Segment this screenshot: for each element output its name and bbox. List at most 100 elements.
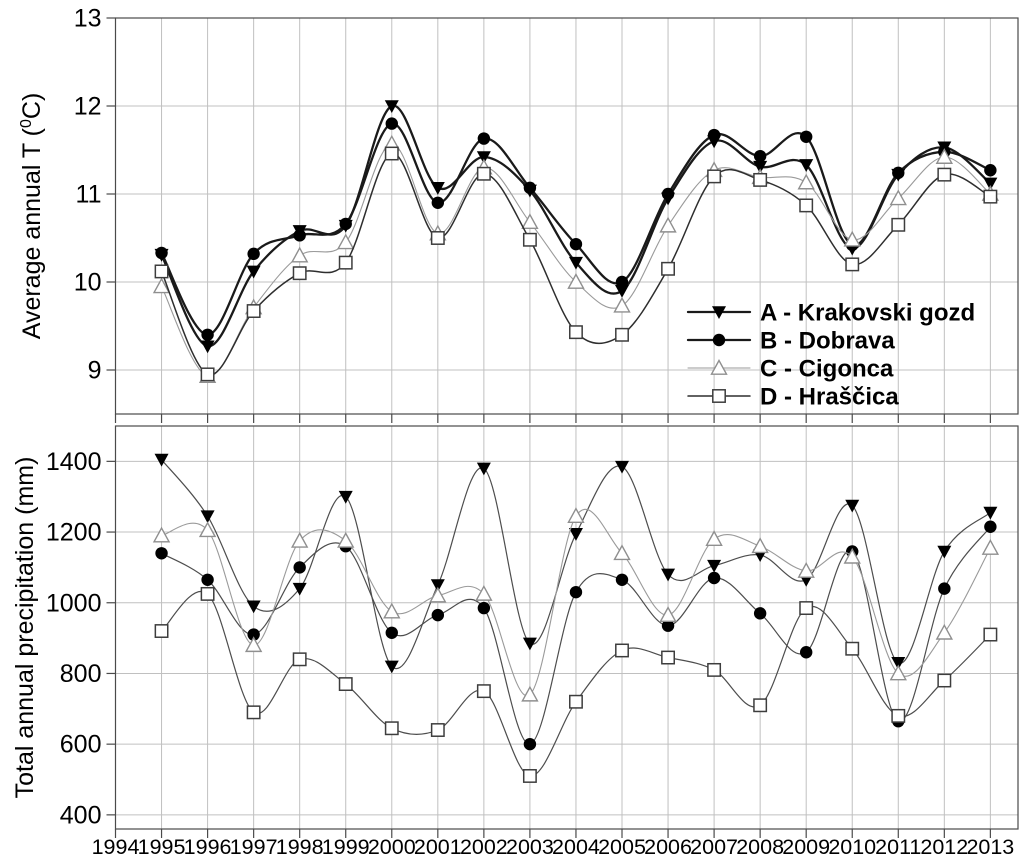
series-d-markers [154, 586, 998, 783]
b-marker [523, 737, 537, 751]
a-marker [983, 506, 998, 520]
a-marker [292, 582, 307, 596]
a-marker [246, 265, 261, 279]
legend-label: A - Krakovski gozd [760, 300, 975, 327]
a-marker [568, 528, 583, 541]
x-tick-label: 2006 [644, 835, 692, 859]
b-marker [753, 149, 767, 163]
legend-marker-a [712, 306, 726, 319]
c-marker [337, 233, 355, 250]
d-marker [937, 673, 952, 688]
b-marker [569, 585, 583, 599]
d-marker [384, 721, 399, 736]
x-tick-label: 2003 [506, 835, 554, 859]
d-marker [661, 650, 676, 665]
d-marker [430, 723, 445, 737]
d-marker [891, 217, 906, 232]
x-tick-label: 1995 [138, 835, 186, 859]
b-marker [523, 181, 537, 195]
a-marker [707, 559, 722, 573]
d-marker [292, 652, 307, 667]
series-a-markers [154, 453, 998, 674]
d-marker [891, 708, 906, 723]
c-marker [152, 277, 171, 294]
c-marker [521, 685, 539, 702]
a-marker [476, 151, 491, 165]
c-marker [567, 507, 585, 524]
x-tick-label: 2002 [460, 835, 508, 859]
d-marker [615, 327, 629, 342]
a-marker [430, 579, 445, 593]
legend-label: D - Hraščica [760, 384, 899, 411]
a-marker [200, 340, 215, 354]
a-marker [983, 177, 998, 191]
d-marker [937, 167, 952, 182]
series-d-precipitation [154, 586, 998, 783]
legend-marker-d [712, 389, 726, 403]
precipitation-frame [114, 425, 1019, 830]
a-marker [568, 256, 583, 270]
b-marker [201, 328, 214, 341]
d-marker [569, 325, 583, 340]
x-tick-label: 2011 [875, 835, 921, 859]
x-tick-label: 2007 [690, 835, 738, 859]
d-marker [154, 264, 169, 279]
a-marker [615, 285, 630, 298]
d-marker [799, 198, 814, 213]
x-tick-label: 1994 [92, 835, 140, 859]
temperature-gridlines [115, 17, 1018, 414]
d-marker [384, 146, 399, 161]
a-marker [615, 460, 630, 474]
x-tick-label: 1999 [322, 835, 370, 859]
a-marker [753, 160, 768, 174]
temperature-y-axis: 9 10 11 12 13 [74, 5, 116, 385]
d-marker [845, 641, 860, 656]
x-tick-label: 2001 [414, 835, 462, 859]
x-tick-label: 1998 [276, 835, 324, 859]
a-marker [476, 462, 491, 476]
y-tick-label: 1200 [46, 519, 102, 547]
c-marker [383, 602, 401, 619]
d-marker [707, 169, 722, 184]
x-tick-label: 2012 [920, 835, 968, 859]
c-marker [797, 173, 815, 190]
b-marker [892, 166, 905, 180]
c-marker [291, 531, 309, 548]
x-tick-label: 2004 [552, 835, 600, 859]
legend-label: C - Cigonca [760, 356, 894, 383]
c-marker [198, 521, 217, 538]
series-c-markers [152, 507, 1000, 702]
x-tick-label: 2009 [782, 835, 830, 859]
c-marker [337, 531, 355, 548]
b-marker [707, 571, 721, 585]
b-marker [247, 247, 260, 261]
c-marker [521, 213, 539, 230]
d-marker [200, 586, 215, 601]
temperature-x-axis [114, 414, 991, 423]
temperature-frame [114, 17, 1019, 415]
a-marker [384, 100, 399, 113]
x-tick-label: 2013 [966, 835, 1014, 859]
c-marker [889, 189, 907, 206]
b-marker [477, 132, 491, 145]
b-marker [431, 196, 445, 209]
y-tick-label: 13 [74, 5, 102, 33]
c-marker [705, 530, 723, 547]
legend-item-a: A - Krakovski gozd [686, 300, 975, 327]
c-marker [567, 273, 585, 289]
legend-label: B - Dobrava [760, 328, 895, 355]
a-marker [246, 600, 261, 614]
c-marker [889, 664, 907, 681]
c-marker [935, 623, 954, 640]
d-marker [753, 172, 768, 187]
b-marker [753, 607, 767, 620]
b-marker [293, 561, 306, 574]
x-tick-label: 1997 [230, 835, 278, 859]
y-tick-label: 11 [76, 181, 102, 209]
c-marker [797, 561, 815, 578]
legend-item-c: C - Cigonca [687, 356, 894, 383]
d-marker [476, 166, 491, 181]
d-marker [661, 261, 676, 276]
